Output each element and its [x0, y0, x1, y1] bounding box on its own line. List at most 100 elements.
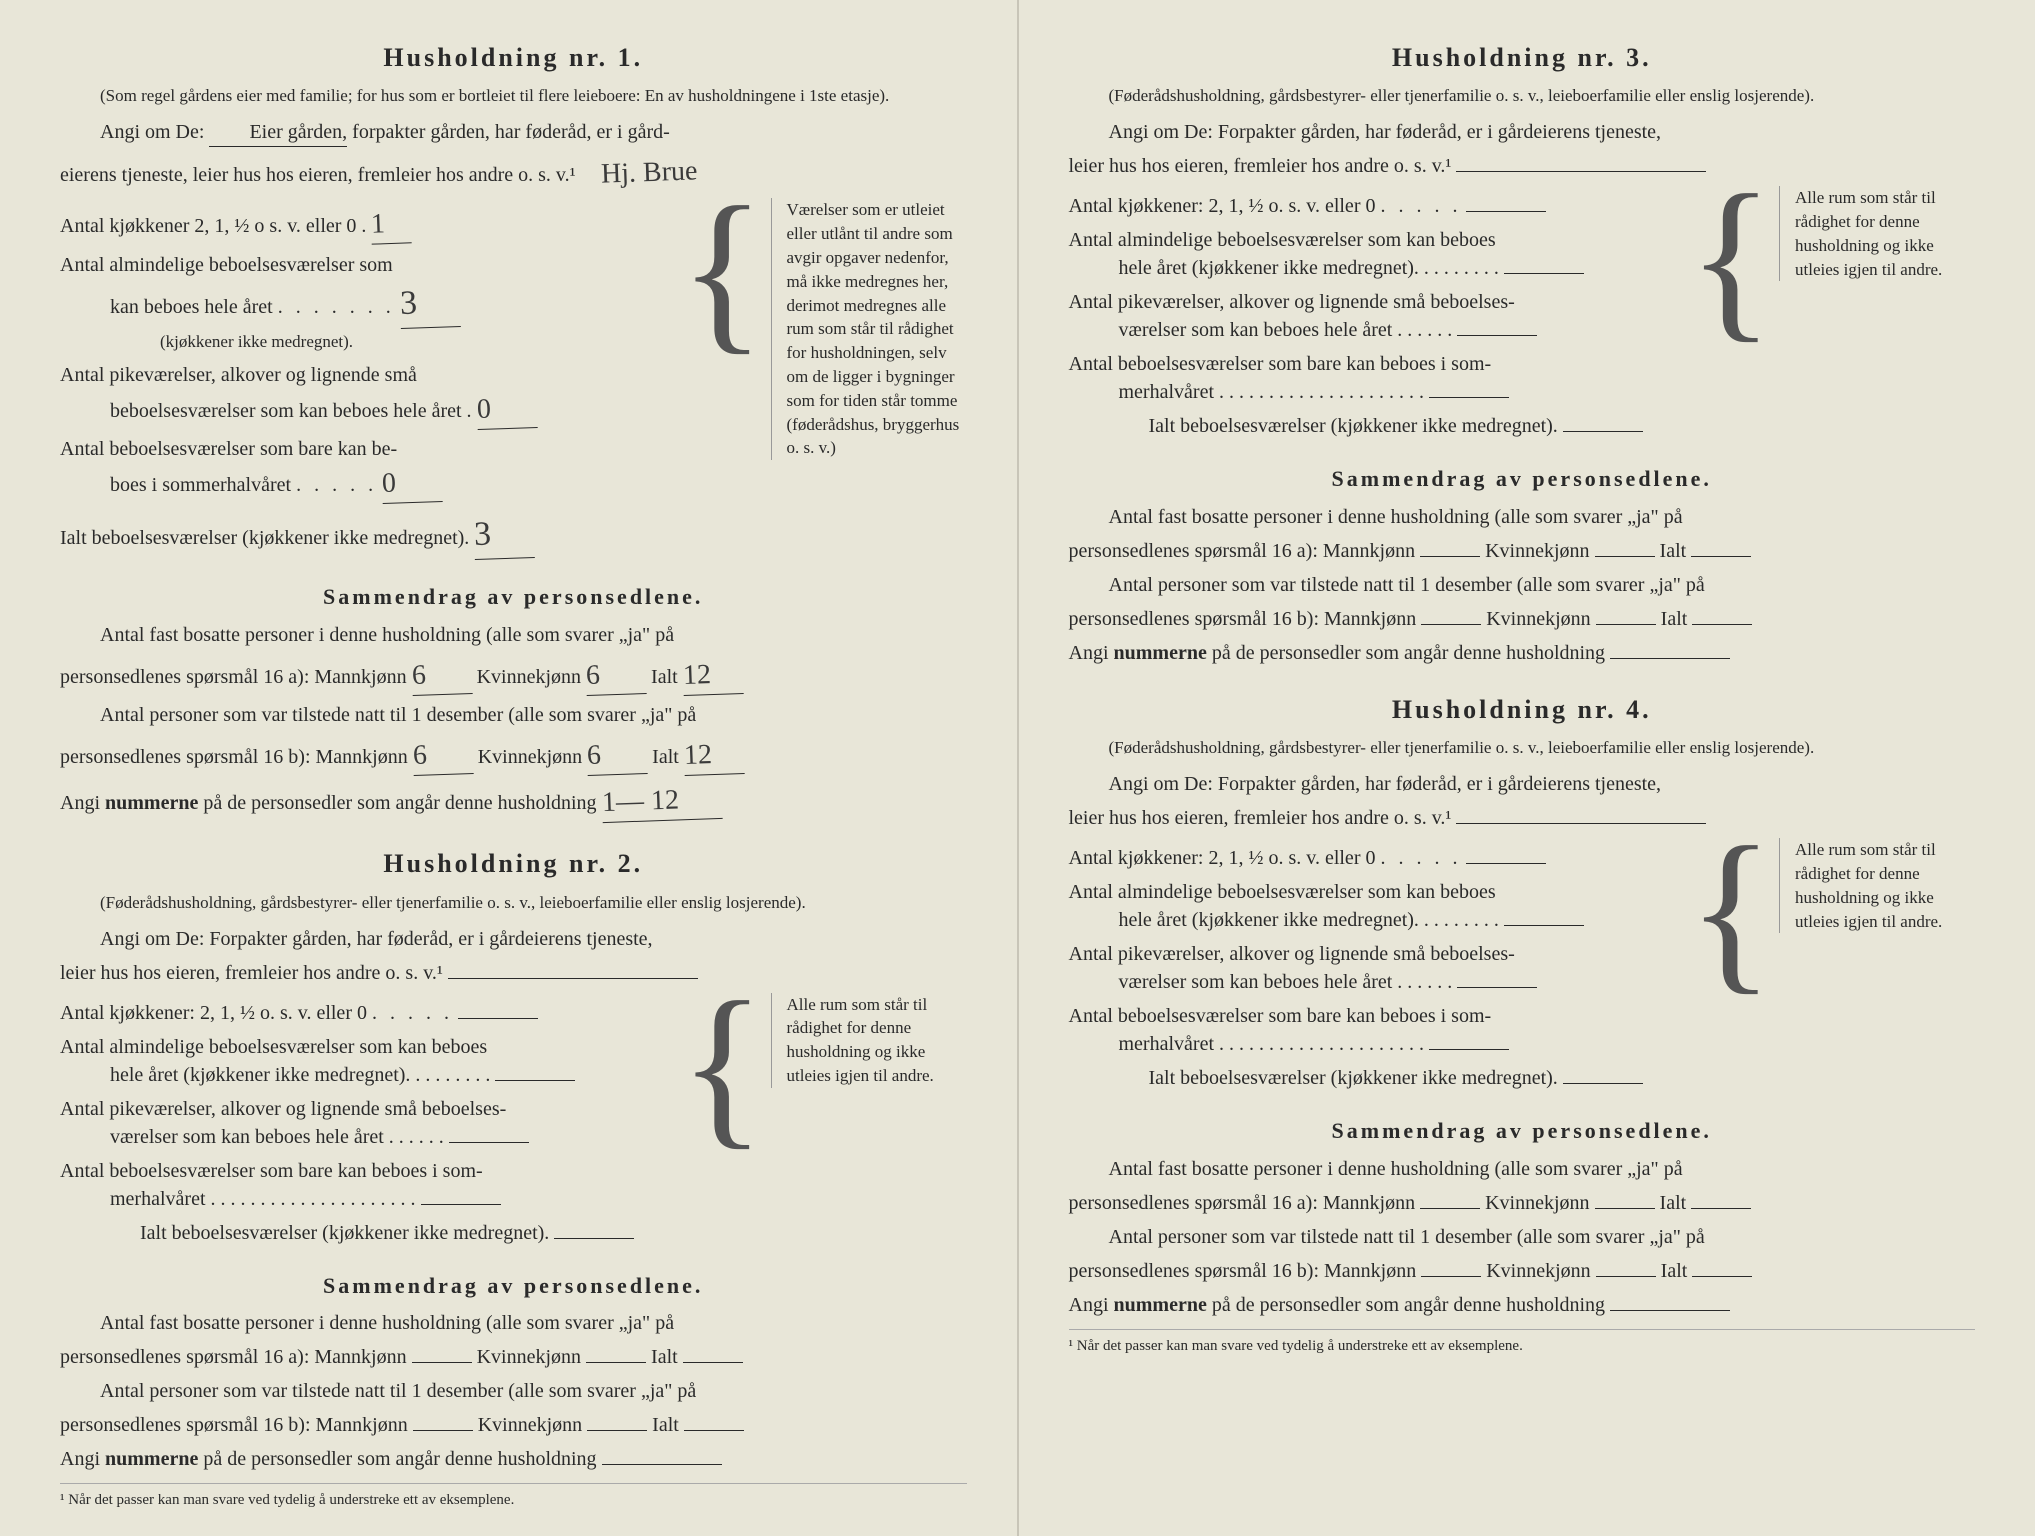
row-sommer: Antal beboelsesværelser som bare kan be-…: [60, 435, 684, 503]
note: (kjøkkener ikke medregnet).: [60, 332, 353, 351]
row-pike: Antal pikeværelser, alkover og lignende …: [1069, 940, 1693, 996]
label: Kvinnekjønn: [478, 746, 582, 768]
blank-line: [1456, 823, 1706, 824]
handwritten-value: 0: [476, 388, 537, 430]
row-sommer: Antal beboelsesværelser som bare kan beb…: [1069, 1002, 1693, 1058]
blank-line: [1610, 1310, 1730, 1311]
label: Antal almindelige beboelsesværelser som …: [1069, 881, 1496, 903]
handwritten-value: 12: [682, 654, 743, 696]
label: Antal beboelsesværelser som bare kan be-: [60, 438, 397, 460]
label: personsedlenes spørsmål 16 b): Mannkjønn: [60, 1414, 408, 1436]
label: Ialt: [652, 1414, 679, 1436]
h1-sidenote: Værelser som er utleiet eller utlånt til…: [771, 198, 967, 460]
h3-room-block: Antal kjøkkener: 2, 1, ½ o. s. v. eller …: [1069, 186, 1976, 446]
handwritten-value: 3: [399, 278, 461, 329]
text: eierens tjeneste, leier hus hos eieren, …: [60, 164, 576, 186]
row-pike: Antal pikeværelser, alkover og lignende …: [60, 1095, 684, 1151]
h3-subtitle: (Føderådshusholdning, gårdsbestyrer- ell…: [1069, 84, 1976, 108]
blank-line: [458, 1018, 538, 1019]
footnote-left: ¹ Når det passer kan man svare ved tydel…: [60, 1483, 967, 1511]
label: Antal pikeværelser, alkover og lignende …: [60, 364, 417, 386]
text: kan beboes hele året: [110, 296, 273, 318]
h3-angi2: leier hus hos eieren, fremleier hos andr…: [1069, 152, 1976, 180]
row-alm: Antal almindelige beboelsesværelser som …: [1069, 226, 1693, 282]
h1-sammendrag-title: Sammendrag av personsedlene.: [60, 582, 967, 613]
blank-line: [495, 1080, 575, 1081]
blank-line: [1595, 1208, 1655, 1209]
label2: merhalvåret . . . . . . . . . . . . . . …: [1069, 381, 1425, 403]
label2: værelser som kan beboes hele året . . . …: [1069, 319, 1453, 341]
label: Kvinnekjønn: [1485, 540, 1589, 562]
label: Antal pikeværelser, alkover og lignende …: [60, 1098, 506, 1120]
blank-line: [1504, 273, 1584, 274]
h2-angi2: leier hus hos eieren, fremleier hos andr…: [60, 959, 967, 987]
row-alm: Antal almindelige beboelsesværelser som …: [60, 1033, 684, 1089]
blank-line: [1692, 624, 1752, 625]
h4-angi1: Angi om De: Forpakter gården, har føderå…: [1069, 770, 1976, 798]
h2-room-main: Antal kjøkkener: 2, 1, ½ o. s. v. eller …: [60, 993, 684, 1253]
h2-title: Husholdning nr. 2.: [60, 846, 967, 882]
label: Angi nummerne på de personsedler som ang…: [1069, 1294, 1606, 1316]
blank-line: [1466, 863, 1546, 864]
footnote-right: ¹ Når det passer kan man svare ved tydel…: [1069, 1329, 1976, 1357]
h4-subtitle: (Føderådshusholdning, gårdsbestyrer- ell…: [1069, 736, 1976, 760]
h3-fast2: personsedlenes spørsmål 16 a): Mannkjønn…: [1069, 537, 1976, 565]
label: Kvinnekjønn: [477, 666, 581, 688]
brace-icon: {: [679, 198, 765, 342]
h3-room-main: Antal kjøkkener: 2, 1, ½ o. s. v. eller …: [1069, 186, 1693, 446]
h1-title: Husholdning nr. 1.: [60, 40, 967, 76]
blank-line: [1691, 556, 1751, 557]
text: leier hus hos eieren, fremleier hos andr…: [1069, 155, 1452, 177]
row-ialt: Ialt beboelsesværelser (kjøkkener ikke m…: [60, 1219, 684, 1247]
blank-line: [1610, 658, 1730, 659]
blank-line: [1421, 624, 1481, 625]
h1-subtitle: (Som regel gårdens eier med familie; for…: [60, 84, 967, 108]
h2-sidenote: Alle rum som står til rådighet for denne…: [771, 993, 967, 1088]
label2: værelser som kan beboes hele året . . . …: [1069, 971, 1453, 993]
brace-icon: {: [1688, 186, 1774, 330]
label: Antal almindelige beboelsesværelser som …: [1069, 229, 1496, 251]
label2: kan beboes hele året . . . . . . .: [60, 296, 400, 318]
label: Ialt: [652, 746, 679, 768]
h1-fast1: Antal fast bosatte personer i denne hush…: [60, 621, 967, 649]
label: Antal almindelige beboelsesværelser som: [60, 254, 393, 276]
h2-subtitle: (Føderådshusholdning, gårdsbestyrer- ell…: [60, 891, 967, 915]
h1-nummer: Angi nummerne på de personsedler som ang…: [60, 781, 967, 821]
blank-line: [1504, 925, 1584, 926]
label: Antal pikeværelser, alkover og lignende …: [1069, 943, 1515, 965]
text: boes i sommerhalvåret: [110, 474, 291, 496]
label: Kvinnekjønn: [1486, 1260, 1590, 1282]
label2: hele året (kjøkkener ikke medregnet). . …: [1069, 257, 1499, 279]
document-spread: Husholdning nr. 1. (Som regel gårdens ei…: [0, 0, 2035, 1536]
right-page: Husholdning nr. 3. (Føderådshusholdning,…: [1019, 0, 2035, 1536]
blank-line: [421, 1204, 501, 1205]
h2-angi1: Angi om De: Forpakter gården, har føderå…: [60, 925, 967, 953]
h3-fast1: Antal fast bosatte personer i denne hush…: [1069, 503, 1976, 531]
h4-room-main: Antal kjøkkener: 2, 1, ½ o. s. v. eller …: [1069, 838, 1693, 1098]
row-kjokken: Antal kjøkkener 2, 1, ½ o s. v. eller 0 …: [60, 204, 684, 244]
h4-nummer: Angi nummerne på de personsedler som ang…: [1069, 1291, 1976, 1319]
label: Ialt: [651, 666, 678, 688]
h1-fast2: personsedlenes spørsmål 16 a): Mannkjønn…: [60, 655, 967, 695]
blank-line: [1563, 1083, 1643, 1084]
label: Angi nummerne på de personsedler som ang…: [60, 1448, 597, 1470]
label: Antal beboelsesværelser som bare kan beb…: [60, 1160, 483, 1182]
handwritten-value: 3: [473, 508, 535, 559]
blank-line: [1457, 335, 1537, 336]
blank-line: [683, 1362, 743, 1363]
h2-sammendrag-title: Sammendrag av personsedlene.: [60, 1271, 967, 1302]
label2: boes i sommerhalvåret . . . . .: [60, 474, 382, 496]
handwritten-value: 12: [683, 734, 744, 776]
row-ialt: Ialt beboelsesværelser (kjøkkener ikke m…: [1069, 412, 1693, 440]
row-kjokken: Antal kjøkkener: 2, 1, ½ o. s. v. eller …: [1069, 192, 1693, 220]
label: Antal pikeværelser, alkover og lignende …: [1069, 291, 1515, 313]
text: Angi om De:: [100, 121, 209, 143]
blank-line: [1457, 987, 1537, 988]
label: Ialt beboelsesværelser (kjøkkener ikke m…: [1149, 1067, 1558, 1089]
text-underlined: Eier gården,: [209, 118, 347, 147]
label: Antal kjøkkener: 2, 1, ½ o. s. v. eller …: [60, 1002, 367, 1024]
blank-line: [1596, 624, 1656, 625]
h4-tilst1: Antal personer som var tilstede natt til…: [1069, 1223, 1976, 1251]
blank-line: [554, 1238, 634, 1239]
label2: hele året (kjøkkener ikke medregnet). . …: [1069, 909, 1499, 931]
